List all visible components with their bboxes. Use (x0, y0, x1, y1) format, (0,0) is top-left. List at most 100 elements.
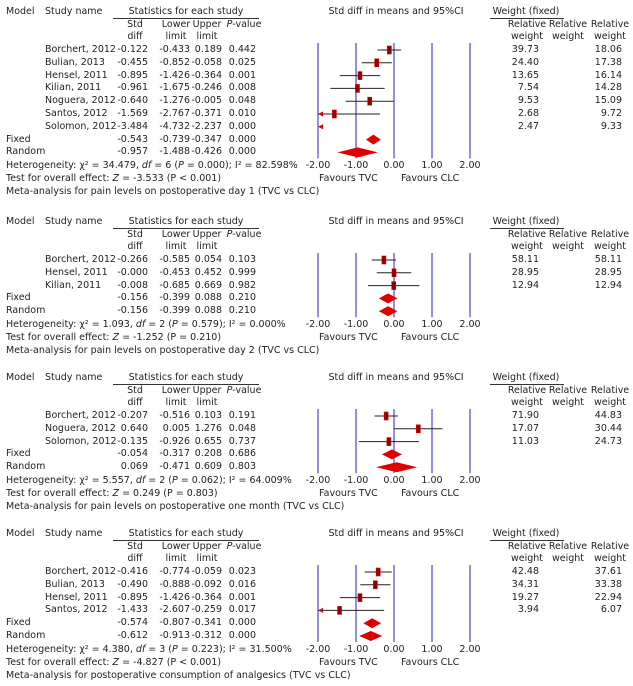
upper-header: Upper (192, 19, 222, 30)
lower-limit-value: -0.453 (159, 266, 190, 278)
relative-header: Relative (507, 541, 547, 552)
p-value: 0.000 (228, 146, 256, 158)
std-diff-value: -0.266 (117, 254, 148, 265)
std-diff-value: -0.122 (117, 44, 148, 55)
ci-truncated-arrow (318, 607, 323, 613)
lower-limit-value: -2.607 (159, 604, 190, 616)
relative-weight-value: 2.47 (517, 120, 539, 132)
random-model-label: Random (6, 461, 46, 473)
relative-weight-value: 28.95 (594, 266, 622, 278)
p-value: 0.048 (228, 95, 256, 107)
upper-limit-value: 0.189 (194, 44, 222, 55)
p-value: 0.025 (228, 56, 256, 68)
lower-limit-value: -2.767 (159, 108, 190, 119)
z-symbol: Z (112, 488, 120, 500)
p-value: 0.017 (228, 604, 256, 616)
fixed-pooled-diamond (381, 449, 402, 460)
study-effect-marker (383, 411, 389, 421)
relative-header: Relative (507, 385, 547, 396)
p-value: 0.000 (228, 617, 256, 629)
upper-limit-value: 0.103 (194, 410, 222, 421)
lower-limit-value: -0.433 (159, 44, 190, 55)
lower-limit-value: -0.774 (159, 566, 190, 577)
upper-limit-value: -0.259 (191, 604, 222, 616)
x-tick-label: -1.00 (343, 475, 369, 487)
lower-limit-value: -1.276 (159, 95, 190, 107)
lower-limit-value: -1.675 (159, 82, 190, 94)
z-symbol: Z (112, 332, 120, 344)
panel-caption: Meta-analysis for pain levels on postope… (6, 186, 320, 198)
random-model-label: Random (6, 146, 46, 158)
favours-left-label: Favours TVC (319, 332, 378, 344)
heterogeneity-text: Heterogeneity: χ² = 4.380, (6, 644, 136, 655)
weight-header: Weight (fixed) (492, 372, 560, 383)
test-text: = -3.533 (P < 0.001) (119, 173, 222, 185)
lower-limit-header: limit (165, 241, 187, 252)
p-symbol: P (172, 475, 178, 487)
relative-weight-value: 14.28 (594, 82, 622, 94)
test-text: Test for overall effect: (6, 332, 113, 344)
panel-caption: Meta-analysis for pain levels on postope… (6, 345, 320, 357)
std-diff-value: -0.543 (117, 133, 148, 145)
heterogeneity-text: Heterogeneity: χ² = 1.093, (6, 319, 136, 331)
relative-weight-value: 42.48 (511, 566, 539, 577)
p-value: 0.000 (228, 120, 256, 132)
study-name: Borchert, 2012 (45, 254, 116, 265)
study-name: Noguera, 2012 (45, 95, 116, 107)
lower-limit-value: -0.807 (159, 617, 190, 629)
relative-weight-value: 37.61 (594, 566, 622, 577)
upper-limit-value: 0.208 (194, 448, 222, 460)
x-tick-label: 2.00 (459, 644, 481, 655)
upper-limit-value: 0.088 (194, 292, 222, 304)
p-value: 0.000 (228, 133, 256, 145)
weight-subheader: weight (551, 31, 585, 42)
upper-header: Upper (192, 229, 222, 240)
weight-underline (490, 18, 564, 19)
upper-limit-value: -0.364 (191, 69, 222, 81)
p-value: 0.803 (228, 461, 256, 473)
p-value: 0.000 (228, 630, 256, 641)
model-header: Model (6, 528, 35, 539)
upper-limit-value: 0.609 (194, 461, 222, 473)
study-name: Santos, 2012 (45, 604, 108, 616)
lower-limit-value: -0.685 (159, 279, 190, 291)
heterogeneity-text: = 2 ( (145, 475, 173, 487)
diff-header: diff (127, 241, 143, 252)
upper-limit-value: -0.005 (191, 95, 222, 107)
statistics-underline (113, 384, 259, 385)
p-value: 0.016 (228, 578, 256, 590)
statistics-header: Statistics for each study (128, 528, 244, 539)
std-diff-value: -0.961 (117, 82, 148, 94)
relative-weight-value: 9.33 (600, 120, 622, 132)
p-value: 0.008 (228, 82, 256, 94)
study-name: Solomon, 2012 (45, 435, 117, 447)
std-header: Std (127, 385, 143, 396)
upper-limit-value: -0.246 (191, 82, 222, 94)
df-symbol: df (135, 475, 146, 487)
study-effect-marker (355, 84, 360, 93)
fixed-model-label: Fixed (6, 133, 31, 145)
lower-limit-value: -0.471 (159, 461, 190, 473)
std-header: Std (127, 541, 143, 552)
z-symbol: Z (112, 173, 120, 185)
pvalue-header: P-value (226, 385, 262, 396)
study-effect-marker (375, 567, 381, 577)
heterogeneity-text: = 0.579); I² = 0.000% (177, 319, 286, 331)
upper-limit-value: 0.054 (194, 254, 222, 265)
upper-limit-header: limit (196, 553, 218, 564)
favours-left-label: Favours TVC (319, 657, 378, 668)
x-tick-label: -1.00 (343, 160, 369, 172)
x-tick-label: -1.00 (343, 644, 369, 655)
statistics-header: Statistics for each study (128, 372, 244, 383)
weight-subheader: weight (510, 241, 544, 252)
upper-limit-value: -2.237 (191, 120, 222, 132)
p-symbol: P (178, 160, 184, 172)
upper-limit-value: -0.426 (191, 146, 222, 158)
upper-header: Upper (192, 541, 222, 552)
study-name: Kilian, 2011 (45, 279, 102, 291)
relative-header: Relative (590, 229, 630, 240)
relative-weight-value: 24.73 (594, 435, 622, 447)
std-diff-value: -0.612 (117, 630, 148, 641)
upper-limit-value: -0.364 (191, 591, 222, 603)
weight-subheader: weight (510, 31, 544, 42)
